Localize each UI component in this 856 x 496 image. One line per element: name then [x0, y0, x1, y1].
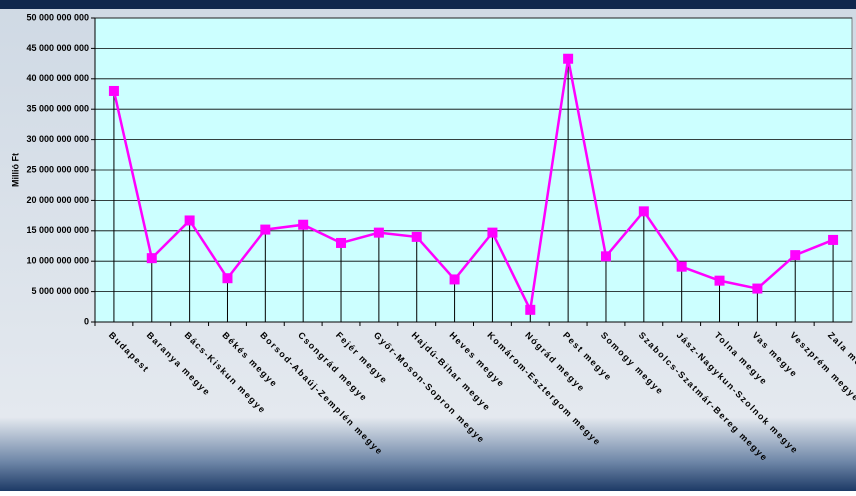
marker: [828, 234, 839, 245]
y-tick-label: 20 000 000 000: [26, 195, 89, 205]
y-tick-label: 25 000 000 000: [26, 164, 89, 174]
marker: [676, 261, 687, 272]
marker: [108, 85, 119, 96]
y-tick-label: 5 000 000 000: [31, 286, 89, 296]
marker: [298, 219, 309, 230]
marker: [449, 274, 460, 285]
marker: [638, 206, 649, 217]
y-tick-label: 45 000 000 000: [26, 43, 89, 53]
y-tick-label: 30 000 000 000: [26, 134, 89, 144]
y-tick-label: 10 000 000 000: [26, 256, 89, 266]
y-tick-label: 50 000 000 000: [26, 12, 89, 22]
marker: [563, 53, 574, 64]
marker: [146, 253, 157, 264]
marker: [336, 237, 347, 248]
y-tick-label: 15 000 000 000: [26, 225, 89, 235]
series-line: [112, 58, 834, 314]
marker: [790, 250, 801, 261]
top-bar: [0, 0, 856, 9]
marker: [600, 251, 611, 262]
marker: [373, 227, 384, 238]
marker: [752, 283, 763, 294]
marker: [411, 231, 422, 242]
marker: [184, 215, 195, 226]
y-tick-label: 40 000 000 000: [26, 73, 89, 83]
marker: [714, 275, 725, 286]
marker: [260, 224, 271, 235]
marker: [222, 273, 233, 284]
marker: [487, 227, 498, 238]
y-tick-label: 0: [84, 316, 89, 326]
y-axis-title: Millió Ft: [10, 153, 20, 187]
y-tick-label: 35 000 000 000: [26, 104, 89, 114]
marker: [525, 304, 536, 315]
